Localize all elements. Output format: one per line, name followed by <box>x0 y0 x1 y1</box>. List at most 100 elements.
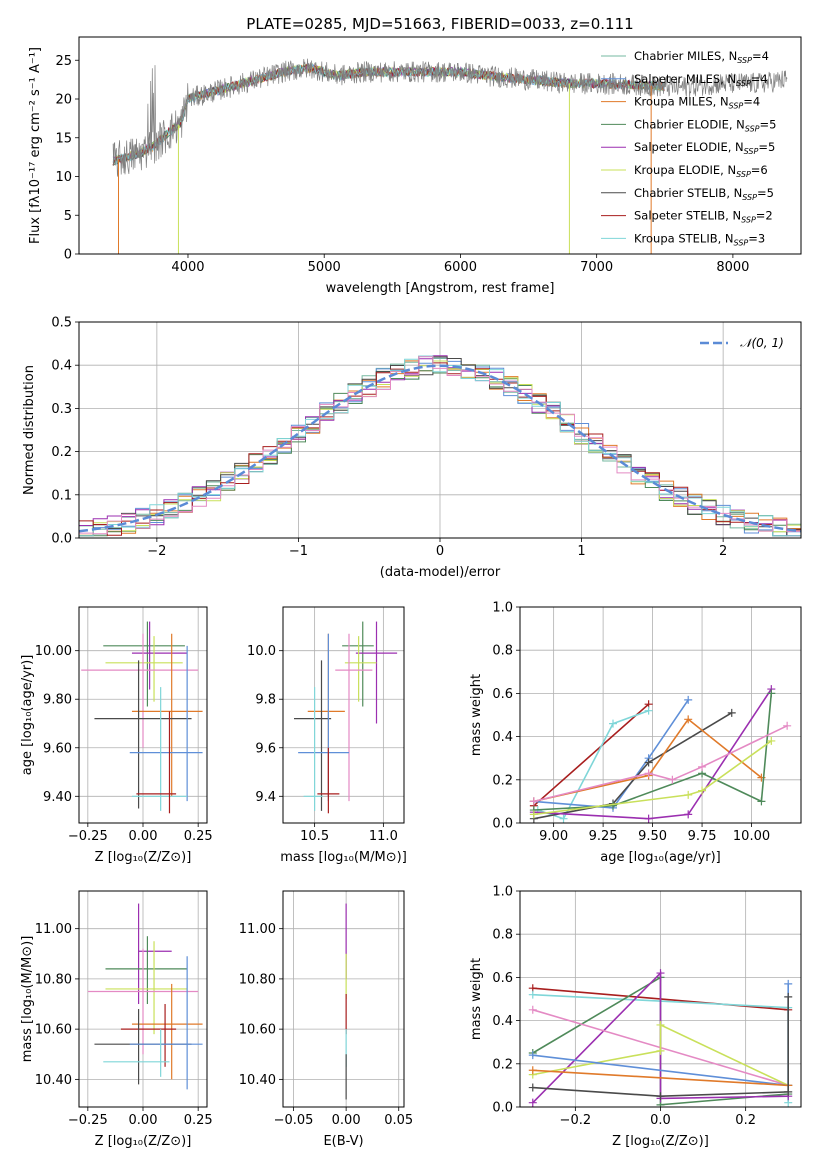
legend-text: Chabrier MILES, N <box>634 49 737 63</box>
weight-marker <box>656 969 665 978</box>
errorbar-point <box>87 948 199 1055</box>
y-tick-label: 0.0 <box>492 1101 513 1116</box>
x-axis-label: Z [log₁₀(Z/Z⊙)] <box>95 1134 192 1149</box>
weight-marker <box>783 721 792 730</box>
legend-entry: Kroupa STELIB, NSSP=3 <box>634 231 765 247</box>
weight-marker <box>644 814 653 823</box>
legend-text: Chabrier STELIB, N <box>634 186 742 200</box>
y-tick-label: 0.5 <box>51 316 72 331</box>
errorbar-point <box>129 645 203 802</box>
x-tick-label: −0.25 <box>68 829 108 844</box>
weight-line <box>533 718 762 803</box>
x-tick-label: −0.2 <box>560 1113 592 1128</box>
x-tick-label: 4000 <box>171 260 204 275</box>
x-tick-label: 0.00 <box>332 1113 361 1128</box>
x-tick-label: 0.00 <box>129 829 158 844</box>
x-axis-label: Z [log₁₀(Z/Z⊙)] <box>95 850 192 865</box>
weight-marker <box>757 797 766 806</box>
y-tick-label: 0.8 <box>492 644 513 659</box>
x-tick-label: 9.00 <box>539 829 568 844</box>
data-spectrum <box>112 58 788 177</box>
gridlines <box>520 606 801 824</box>
y-tick-label: 0.2 <box>51 445 72 460</box>
weight-marker <box>784 1087 793 1096</box>
y-tick-label: 10.60 <box>35 1023 72 1038</box>
y-tick-label: 0.0 <box>51 532 72 547</box>
y-tick-label: 9.6 <box>255 741 276 756</box>
y-tick-label: 10.60 <box>239 1023 276 1038</box>
legend-entry: Salpeter STELIB, NSSP=2 <box>634 209 773 225</box>
histogram-step <box>79 360 801 537</box>
errorbar-point <box>131 983 203 1080</box>
y-tick-label: 1.0 <box>492 601 513 616</box>
legend-text: Kroupa MILES, N <box>634 95 729 109</box>
weight-line <box>537 709 649 820</box>
y-tick-label: 0.1 <box>51 488 72 503</box>
y-tick-label: 10.80 <box>35 972 72 987</box>
errorbar-point <box>335 633 373 802</box>
weight-marker <box>528 1098 537 1107</box>
plot-area <box>529 685 792 823</box>
x-tick-label: 0 <box>436 544 444 559</box>
y-tick-label: 25 <box>55 54 72 69</box>
ticks: −0.2 0.0 0.2 0.0 0.2 0.4 0.6 0.8 1.0 <box>492 885 756 1129</box>
errorbar-point <box>105 936 188 1005</box>
y-tick-label: 10 <box>55 170 72 185</box>
y-tick-label: 0.4 <box>51 359 72 374</box>
axes-weight_vs_Z: −0.2 0.0 0.2 0.0 0.2 0.4 0.6 0.8 1.0 Z [log₁₀(Z/Z… <box>469 885 802 1149</box>
weight-marker <box>529 797 538 806</box>
weight-line <box>532 996 789 1098</box>
weight-marker <box>727 708 736 717</box>
y-axis-label: Normed distribution <box>22 365 37 495</box>
y-tick-label: 0.4 <box>492 730 513 745</box>
errorbar-point <box>131 687 188 811</box>
axes-frame <box>78 890 208 1108</box>
weight-marker <box>656 1046 665 1055</box>
legend-entry: Chabrier MILES, NSSP=4 <box>634 49 769 65</box>
plot-area <box>294 621 398 814</box>
plot-area <box>87 903 203 1090</box>
errorbar-point <box>129 956 203 1090</box>
errorbar-point <box>131 633 203 797</box>
axes-age_vs_mass: 10.5 11.0 9.4 9.6 9.8 10.0 mass [log₁₀(M/M⊙)] <box>247 606 407 865</box>
legend-sub: SSP <box>744 147 759 156</box>
y-tick-label: 11.00 <box>239 922 276 937</box>
ticks: 9.00 9.25 9.50 9.75 10.00 0.0 0.2 0.4 0.6 0.8 1.0 <box>492 601 770 845</box>
x-tick-label: −1 <box>289 544 308 559</box>
gridlines <box>283 607 404 823</box>
y-tick-label: 5 <box>64 209 72 224</box>
weight-line <box>533 699 689 809</box>
axes-mass_vs_ebv: −0.05 0.00 0.05 10.40 10.60 10.80 11.00 E(B-V) <box>239 890 413 1149</box>
weight-marker <box>528 990 537 999</box>
legend-tail: =5 <box>760 117 777 131</box>
errorbar-point <box>131 621 188 690</box>
legend-tail: =6 <box>751 163 768 177</box>
legend-text: Kroupa ELODIE, N <box>634 163 736 177</box>
y-tick-label: 0 <box>64 248 72 263</box>
weight-marker <box>529 810 538 819</box>
plot-area <box>81 621 203 814</box>
weight-marker <box>559 814 568 823</box>
legend-entry: Salpeter ELODIE, NSSP=5 <box>634 140 775 156</box>
ticks: −0.25 0.00 0.25 9.40 9.60 9.80 10.00 <box>35 644 213 844</box>
y-tick-label: 0.6 <box>492 687 513 702</box>
legend-text: Chabrier ELODIE, N <box>634 117 745 131</box>
x-tick-label: 8000 <box>716 260 749 275</box>
legend-tail: =2 <box>756 209 773 223</box>
errorbar-point <box>298 633 349 802</box>
x-tick-label: −2 <box>147 544 166 559</box>
legend-tail: =4 <box>751 72 768 86</box>
x-tick-label: 10.00 <box>733 829 770 844</box>
y-tick-label: 9.8 <box>255 693 276 708</box>
legend-tail: =5 <box>758 140 775 154</box>
x-tick-label: 7000 <box>580 260 613 275</box>
weight-marker <box>784 992 793 1001</box>
ticks: −0.25 0.00 0.25 10.40 10.60 10.80 11.00 <box>35 922 213 1128</box>
errorbar-point <box>103 621 185 707</box>
errorbar-point <box>136 711 177 814</box>
legend-entry: Salpeter MILES, NSSP=4 <box>634 72 768 88</box>
axes-frame <box>78 36 802 255</box>
axes-mass_vs_Z: −0.25 0.00 0.25 10.40 10.60 10.80 11.00 Z [log₁… <box>20 890 213 1149</box>
errorbar-point <box>342 621 374 707</box>
x-axis-label: Z [log₁₀(Z/Z⊙)] <box>612 1134 709 1149</box>
